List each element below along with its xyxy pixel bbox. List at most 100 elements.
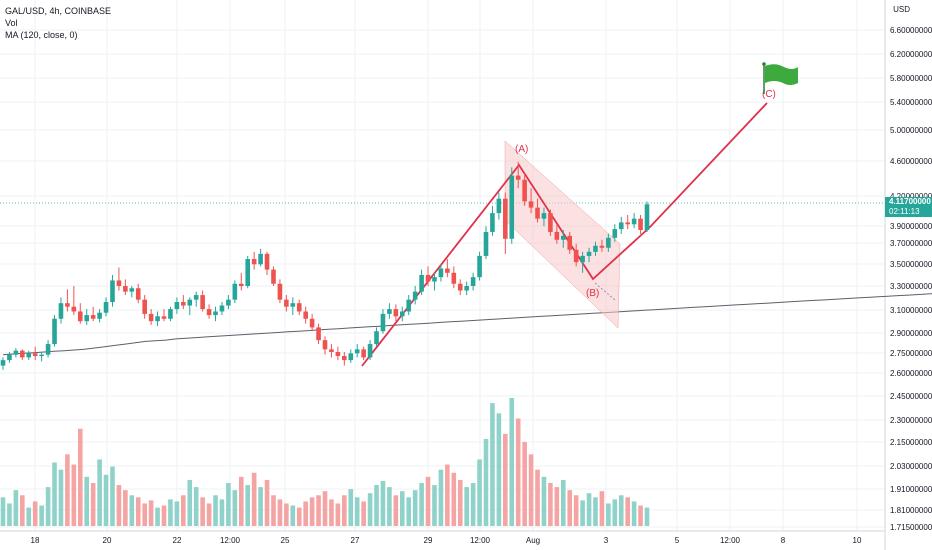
candle xyxy=(251,251,257,270)
candle-body xyxy=(612,229,618,238)
volume-bar xyxy=(612,499,618,526)
candle xyxy=(419,269,424,296)
candle-body xyxy=(251,259,257,265)
candle xyxy=(483,226,489,260)
volume-bar xyxy=(535,469,540,526)
candle xyxy=(541,207,547,227)
candle-body xyxy=(245,259,251,286)
candle xyxy=(20,349,25,361)
volume-bar xyxy=(200,497,205,526)
price-tick-label: 1.91000000 xyxy=(890,485,932,494)
candle-body xyxy=(445,268,450,273)
candle-body xyxy=(419,274,424,292)
volume-bar xyxy=(606,503,611,526)
candle-body xyxy=(116,280,122,286)
candle-body xyxy=(322,340,328,350)
candle xyxy=(535,198,540,223)
candle-body xyxy=(342,356,347,361)
price-axis[interactable]: 6.60000000 6.20000000 5.80000000 5.40000000… xyxy=(890,26,932,532)
time-tick-label: 12:00 xyxy=(720,536,741,545)
volume-bar xyxy=(123,490,128,526)
ma-label[interactable]: MA (120, close, 0) xyxy=(5,30,78,40)
vol-label[interactable]: Vol xyxy=(5,18,18,28)
volume-bar xyxy=(348,489,354,526)
candle xyxy=(13,348,19,358)
candle-body xyxy=(39,354,44,357)
candle xyxy=(238,272,244,291)
volume-bar xyxy=(483,438,489,526)
drawing-tools[interactable] xyxy=(361,102,768,367)
candle-body xyxy=(573,249,579,263)
volume-bar xyxy=(316,495,321,526)
candle-body xyxy=(438,268,444,278)
candle-body xyxy=(354,349,360,354)
time-tick-label: 10 xyxy=(853,536,862,545)
candle xyxy=(200,290,205,312)
time-tick-label: 3 xyxy=(604,536,609,545)
candle xyxy=(97,309,102,323)
candle-body xyxy=(329,349,334,352)
symbol-label[interactable]: GAL/USD, 4h, COINBASE xyxy=(5,6,112,16)
volume-bar xyxy=(445,464,450,526)
volume-bar xyxy=(148,500,154,526)
candle-body xyxy=(277,283,283,300)
candle-body xyxy=(522,179,527,202)
candle-body xyxy=(213,311,218,316)
candle xyxy=(374,327,379,347)
volume-bar xyxy=(290,505,296,526)
price-tick-label: 3.10000000 xyxy=(890,306,932,315)
candle xyxy=(490,205,495,236)
candle-body xyxy=(567,235,573,250)
candle xyxy=(52,315,57,347)
wave-label: (C) xyxy=(762,89,776,100)
wave-label: (B) xyxy=(586,288,599,299)
volume-bar xyxy=(45,487,51,526)
candle-body xyxy=(296,303,302,312)
volume-bar xyxy=(522,442,527,526)
volume-bar xyxy=(406,497,412,526)
volume-bar xyxy=(135,497,141,526)
price-tick-label: 2.03000000 xyxy=(890,462,932,471)
last-price: 4.11700000 xyxy=(889,197,931,206)
volume-bar xyxy=(284,503,289,526)
currency-label: USD xyxy=(893,5,910,14)
candle-body xyxy=(548,213,553,232)
candle xyxy=(258,248,263,267)
volume-bar xyxy=(52,462,57,526)
volume-bar xyxy=(586,493,592,526)
volume-bar xyxy=(335,503,341,526)
moving-average xyxy=(2,293,932,356)
candle-body xyxy=(335,351,341,357)
candle xyxy=(625,214,630,230)
candle-body xyxy=(316,327,321,341)
candle-body xyxy=(309,318,315,328)
candle xyxy=(393,304,399,322)
candle xyxy=(618,216,624,234)
volume-bar xyxy=(110,466,115,526)
candle-body xyxy=(541,213,547,219)
candle-body xyxy=(593,245,598,252)
candle-body xyxy=(174,302,180,310)
price-tick-label: 3.90000000 xyxy=(890,222,932,231)
volume-bar xyxy=(322,491,328,526)
candle-body xyxy=(432,277,437,282)
candle-body xyxy=(303,311,308,319)
flag-icon xyxy=(762,62,798,94)
candle-body xyxy=(631,218,637,225)
price-tick-label: 5.80000000 xyxy=(890,74,932,83)
volume-bar xyxy=(464,487,469,526)
volume-bar xyxy=(161,505,167,526)
volume-bar xyxy=(296,507,302,526)
candle xyxy=(303,306,308,324)
candle-body xyxy=(606,237,611,248)
price-tick-label: 6.20000000 xyxy=(890,50,932,59)
price-tick-label: 6.60000000 xyxy=(890,26,932,35)
candle-body xyxy=(200,295,205,310)
candle-body xyxy=(45,344,51,355)
volume-bar xyxy=(187,479,193,526)
candle xyxy=(631,213,637,229)
time-tick-label: 27 xyxy=(351,536,360,545)
time-axis[interactable]: 18 20 22 12:00 25 27 29 12:00 Aug 3 5 12:00 8 10 xyxy=(31,536,862,545)
candle-body xyxy=(206,309,212,316)
